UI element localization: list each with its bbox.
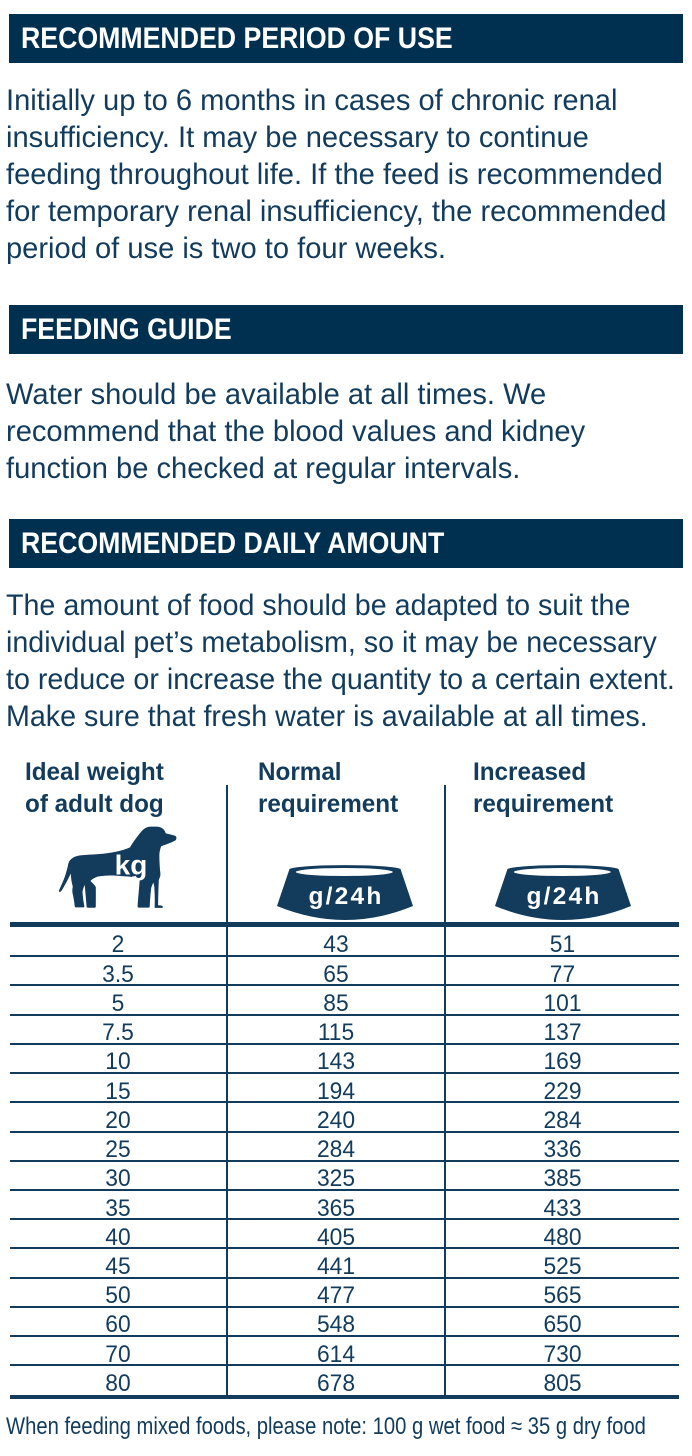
svg-text:g/24h: g/24h [527,883,602,910]
svg-text:g/24h: g/24h [309,883,384,910]
svg-text:kg: kg [115,850,148,881]
